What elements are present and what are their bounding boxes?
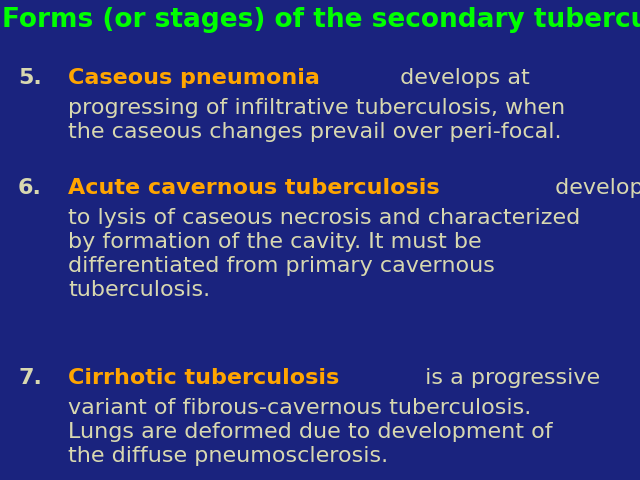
Text: progressing of infiltrative tuberculosis, when
the caseous changes prevail over : progressing of infiltrative tuberculosis…	[68, 98, 565, 142]
Text: develops due: develops due	[547, 178, 640, 198]
Text: 7.: 7.	[18, 368, 42, 388]
Text: is a progressive: is a progressive	[418, 368, 600, 388]
Text: Caseous pneumonia: Caseous pneumonia	[68, 68, 320, 88]
Text: Acute cavernous tuberculosis: Acute cavernous tuberculosis	[68, 178, 440, 198]
Text: to lysis of caseous necrosis and characterized
by formation of the cavity. It mu: to lysis of caseous necrosis and charact…	[68, 208, 580, 300]
Text: Forms (or stages) of the secondary tuberculosis: Forms (or stages) of the secondary tuber…	[2, 7, 640, 33]
Text: Cirrhotic tuberculosis: Cirrhotic tuberculosis	[68, 368, 339, 388]
Text: 6.: 6.	[18, 178, 42, 198]
Text: 5.: 5.	[18, 68, 42, 88]
Text: variant of fibrous-cavernous tuberculosis.
Lungs are deformed due to development: variant of fibrous-cavernous tuberculosi…	[68, 398, 552, 466]
Text: develops at: develops at	[393, 68, 530, 88]
